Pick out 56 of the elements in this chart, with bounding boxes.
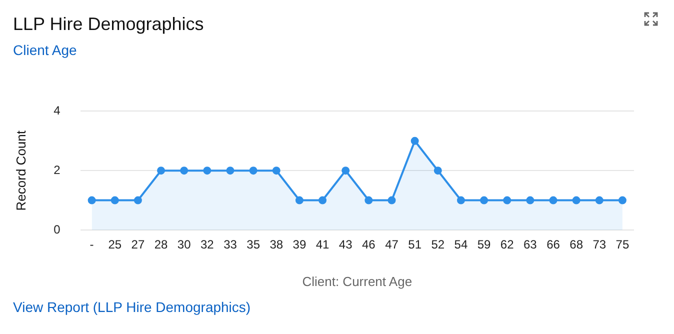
point	[595, 196, 604, 204]
y-tick-label: 0	[54, 222, 61, 236]
point	[388, 196, 396, 204]
point	[456, 196, 465, 204]
x-tick-label: 52	[431, 238, 445, 252]
x-tick-label: 33	[224, 238, 238, 252]
x-tick-label: 51	[408, 238, 422, 252]
point	[157, 166, 166, 175]
point	[88, 196, 96, 204]
text: View Report (LLP Hire Demographics)	[13, 299, 251, 315]
x-tick-label: 27	[131, 238, 145, 252]
point	[410, 136, 419, 145]
x-tick-label: 28	[154, 238, 168, 252]
point	[480, 196, 488, 204]
point	[295, 196, 304, 204]
x-tick-label: 66	[546, 238, 560, 252]
x-tick-label: 54	[454, 238, 468, 252]
x-tick-label: 38	[270, 238, 284, 252]
x-tick-label: 47	[385, 238, 399, 252]
x-tick-label: 43	[338, 238, 353, 252]
x-tick-label: 25	[108, 238, 122, 252]
point	[180, 166, 188, 175]
point	[318, 196, 327, 204]
point	[526, 196, 534, 204]
chart-subtitle: Client Age	[13, 42, 77, 58]
x-tick-label: 63	[523, 238, 538, 252]
point	[203, 166, 212, 175]
x-tick-label: 68	[570, 238, 584, 252]
x-tick-label: 73	[592, 238, 606, 252]
point	[434, 166, 442, 175]
point	[110, 196, 119, 204]
chart-title: LLP Hire Demographics	[13, 14, 204, 35]
point	[364, 196, 373, 204]
point	[249, 166, 258, 175]
x-tick-label: 62	[500, 238, 514, 252]
point	[618, 196, 626, 204]
x-tick-label: 75	[616, 238, 630, 252]
y-axis-title: Record Count	[13, 130, 28, 211]
x-tick-label: 59	[477, 238, 492, 252]
point	[272, 166, 280, 175]
x-tick-label: 46	[362, 238, 376, 252]
y-tick-label: 2	[54, 162, 61, 177]
x-tick-label: 39	[292, 238, 306, 252]
point	[226, 166, 234, 175]
x-tick-label: 35	[246, 238, 260, 252]
point	[503, 196, 512, 204]
point	[342, 166, 350, 175]
x-axis-title: Client: Current Age	[302, 274, 412, 289]
x-tick-label: 41	[316, 238, 330, 252]
point	[572, 196, 580, 204]
x-tick-label: 32	[200, 238, 214, 252]
x-tick-label: 30	[177, 238, 192, 252]
point	[549, 196, 558, 204]
x-tick-label: -	[90, 238, 94, 252]
y-tick-label: 4	[54, 104, 61, 118]
point	[134, 196, 142, 204]
